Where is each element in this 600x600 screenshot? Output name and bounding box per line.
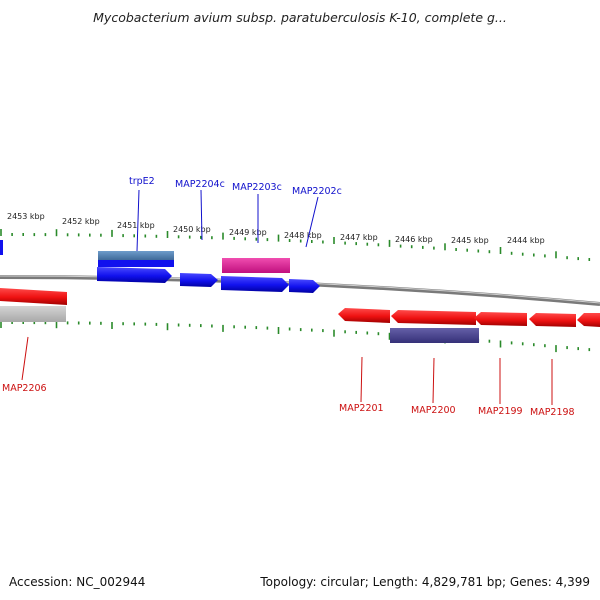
gene-label-MAP2199[interactable]: MAP2199 [478,406,523,417]
scale-label-2451: 2451 kbp [117,221,155,230]
inner-tick-ring [0,321,591,353]
reverse-gene-arrow[interactable] [338,308,390,323]
genome-summary-text: Topology: circular; Length: 4,829,781 bp… [260,575,590,589]
reverse-gene-arrow[interactable] [529,313,576,327]
scale-label-2452: 2452 kbp [62,217,100,226]
callout-line [360,356,363,403]
gene-label-MAP2200[interactable]: MAP2200 [411,405,456,416]
reverse-gene-arrow[interactable] [577,313,600,327]
forward-gene-arrow[interactable] [221,276,289,292]
blast-hit-bar[interactable] [98,251,174,260]
reverse-gene-arrow[interactable] [391,310,476,325]
callout-line [136,189,140,252]
forward-gene-arrow[interactable] [0,240,3,255]
forward-gene-arrow[interactable] [97,267,172,283]
blast-hit-bar[interactable] [98,260,174,267]
scale-label-2445: 2445 kbp [451,236,489,245]
callout-line [432,357,435,404]
gene-label-MAP2203c[interactable]: MAP2203c [232,182,282,193]
outer-tick-ring [0,229,591,261]
callout-line [21,336,29,381]
gene-label-trpE2[interactable]: trpE2 [129,176,155,187]
blast-hit-bar[interactable] [222,258,290,273]
gene-label-MAP2201[interactable]: MAP2201 [339,403,384,414]
reverse-gene-arrow[interactable] [0,288,67,305]
blast-hit-bar[interactable] [0,306,66,322]
scale-label-2448: 2448 kbp [284,231,322,240]
scale-label-2446: 2446 kbp [395,235,433,244]
scale-label-2449: 2449 kbp [229,228,267,237]
gene-label-MAP2202c[interactable]: MAP2202c [292,186,342,197]
callout-line [305,196,319,248]
map-title: Mycobacterium avium subsp. paratuberculo… [93,10,507,25]
gene-label-MAP2204c[interactable]: MAP2204c [175,179,225,190]
accession-text: Accession: NC_002944 [9,575,146,589]
reverse-gene-arrow[interactable] [474,312,527,326]
scale-label-2444: 2444 kbp [507,236,545,245]
gene-label-MAP2206[interactable]: MAP2206 [2,383,47,394]
gene-label-MAP2198[interactable]: MAP2198 [530,407,575,418]
scale-label-2453: 2453 kbp [7,212,45,221]
forward-gene-arrow[interactable] [289,279,320,293]
callout-line [200,189,203,241]
forward-gene-arrow[interactable] [180,273,218,287]
scale-label-2447: 2447 kbp [340,233,378,242]
blast-hit-bar[interactable] [390,328,479,343]
scale-label-2450: 2450 kbp [173,225,211,234]
